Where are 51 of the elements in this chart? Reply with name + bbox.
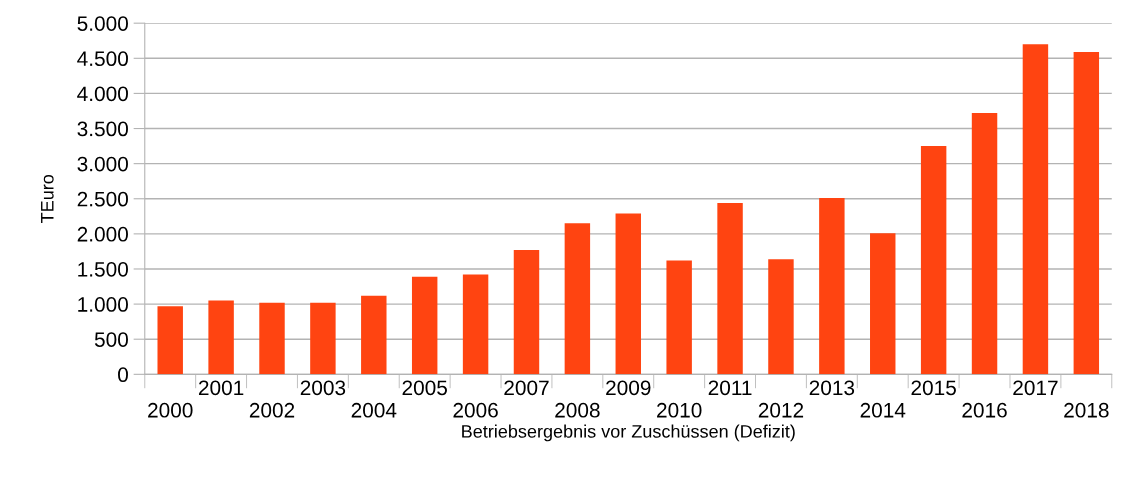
y-tick-label: 2.000 (77, 226, 128, 242)
x-tick-label: 2003 (300, 380, 346, 396)
x-tick-label: 2001 (198, 380, 244, 396)
bar (870, 233, 896, 375)
bar (208, 300, 234, 375)
bar (513, 250, 540, 375)
bar (920, 146, 947, 375)
y-axis-title: TEuro (41, 174, 54, 223)
x-tick-label: 2009 (606, 380, 651, 396)
x-tick-label: 2014 (860, 402, 906, 418)
x-tick-label: 2008 (555, 402, 600, 418)
y-tick-label: 4.000 (77, 86, 128, 102)
x-tick-label: 2011 (708, 380, 752, 396)
y-tick-label: 3.500 (77, 121, 128, 137)
y-tick-label: 5.000 (77, 16, 128, 31)
bar (615, 213, 641, 375)
y-tick-label: 0 (118, 367, 128, 383)
y-tick-label: 3.000 (77, 156, 128, 172)
x-tick-label: 2012 (758, 402, 804, 418)
y-tick-label: 4.500 (77, 51, 128, 67)
y-tick-label: 1.000 (78, 297, 128, 312)
x-tick-label: 2007 (504, 380, 549, 396)
x-tick-label: 2010 (657, 402, 702, 418)
x-tick-label: 2002 (249, 402, 295, 418)
x-tick-label: 2016 (962, 402, 1007, 418)
bar (819, 198, 845, 375)
bar (157, 306, 183, 375)
y-tick-label: 500 (94, 332, 128, 347)
x-tick-label: 2006 (453, 402, 498, 418)
bar (666, 260, 692, 375)
y-tick-label: 2.500 (77, 191, 128, 207)
x-tick-label: 2015 (911, 380, 956, 396)
x-tick-label: 2013 (809, 380, 855, 396)
bar (310, 302, 336, 375)
x-axis-title: Betriebsergebnis vor Zuschüssen (Defizit) (462, 424, 795, 442)
y-tick-label: 1.500 (78, 261, 128, 277)
bar (971, 113, 998, 375)
x-tick-label: 2000 (148, 402, 193, 418)
bar (361, 295, 387, 375)
x-tick-label: 2004 (351, 402, 397, 418)
bar (1022, 44, 1049, 375)
x-tick-label: 2005 (402, 380, 447, 396)
bar (1073, 51, 1100, 375)
x-tick-label: 2017 (1013, 380, 1058, 396)
x-tick-label: 2018 (1064, 402, 1109, 418)
bar (411, 276, 438, 375)
bar (564, 223, 591, 375)
bar (717, 202, 743, 375)
bar (768, 259, 794, 375)
bar (259, 302, 285, 375)
bar (462, 274, 489, 375)
